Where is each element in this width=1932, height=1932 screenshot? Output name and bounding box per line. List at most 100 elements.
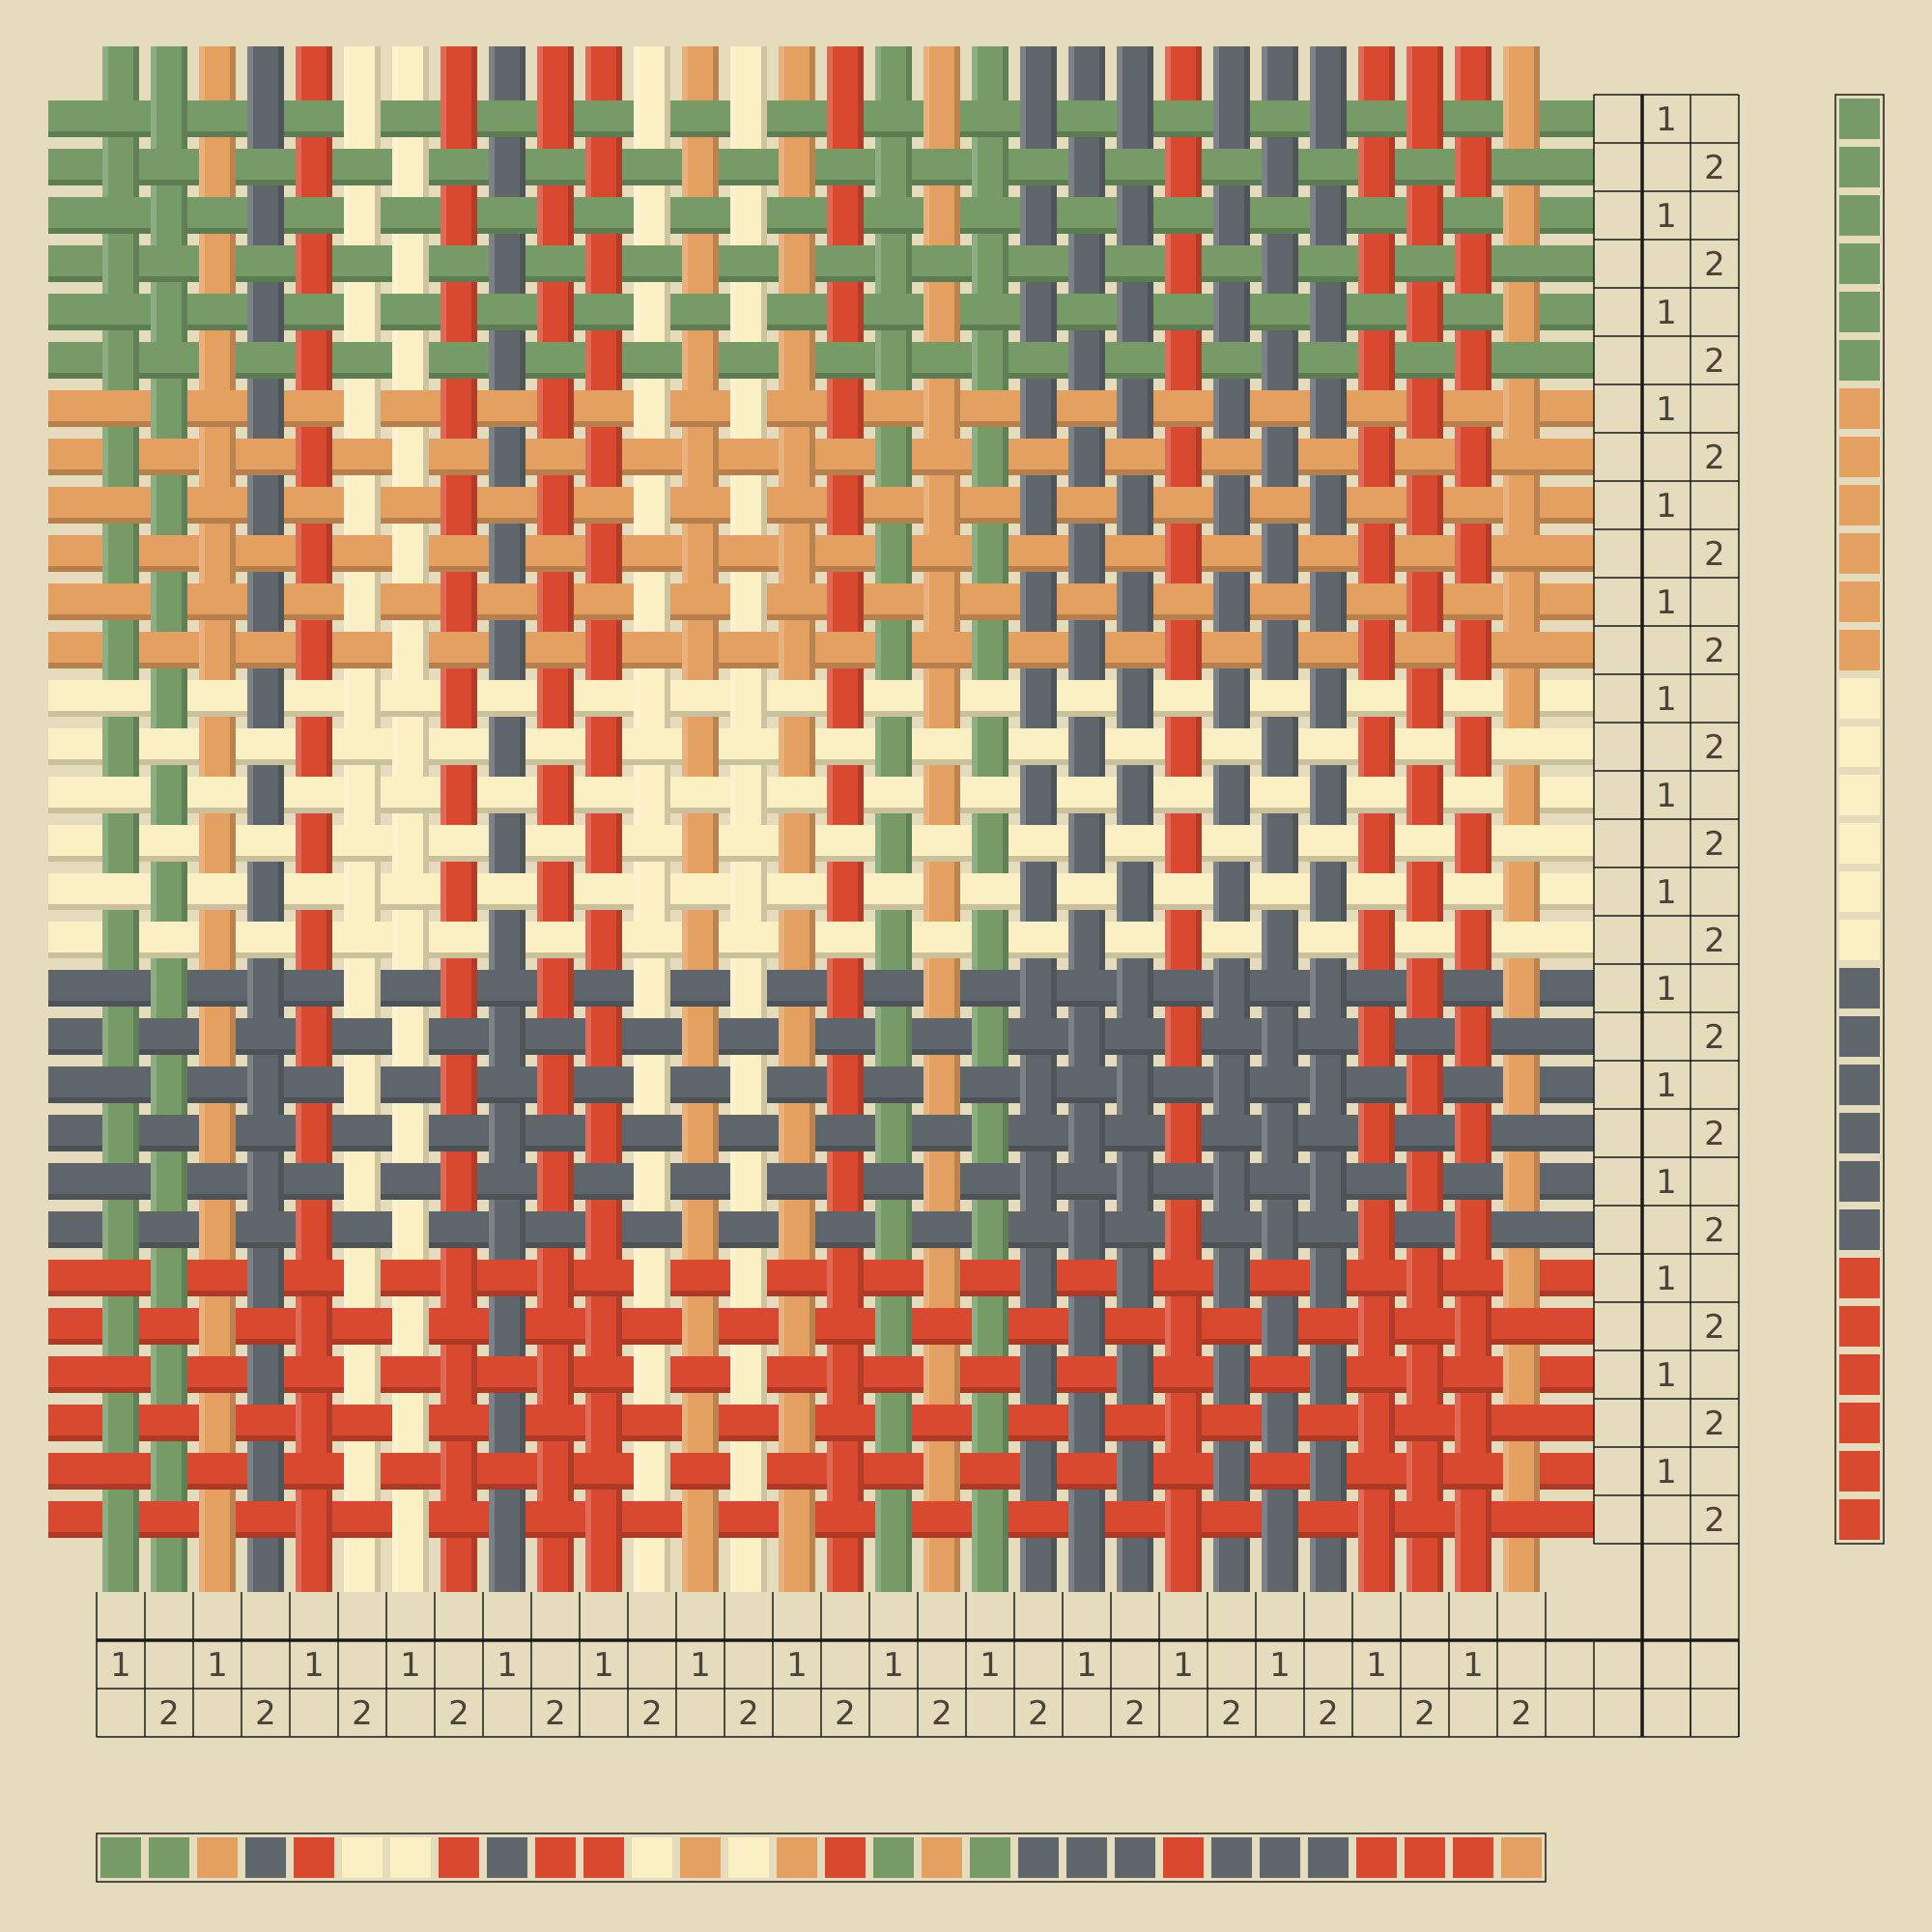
warp-over-highlight [1117, 292, 1122, 332]
warp-thread-shadow [1148, 46, 1153, 1592]
warp-over-highlight [875, 1209, 881, 1250]
warp-over-highlight [392, 1113, 398, 1153]
warp-over-shadow [1051, 388, 1057, 429]
warp-over-crossing [682, 1016, 719, 1057]
warp-over-crossing [1406, 195, 1443, 236]
warp-over-highlight [682, 630, 688, 670]
warp-over-body [440, 1258, 477, 1298]
warp-over-shadow [327, 243, 332, 284]
warp-over-crossing [1117, 99, 1153, 139]
warp-over-highlight [972, 533, 978, 574]
warp-over-crossing [1455, 1499, 1492, 1540]
warp-over-shadow [471, 1258, 477, 1298]
warp-thread-shadow [761, 46, 767, 1592]
warp-over-shadow [1148, 678, 1153, 719]
warp-over-shadow [1196, 147, 1202, 187]
weft-thread-shadow [48, 1387, 1594, 1393]
warp-over-crossing [779, 437, 815, 477]
warp-over-highlight [247, 678, 253, 719]
warp-over-body [1262, 1113, 1298, 1153]
warp-over-shadow [1196, 823, 1202, 864]
warp-thread-highlight [730, 46, 736, 1592]
warp-over-shadow [520, 823, 526, 864]
warp-over-shadow [568, 871, 574, 912]
warp-over-crossing [827, 99, 864, 139]
warp-over-body [1503, 1354, 1540, 1395]
warp-over-highlight [972, 920, 978, 960]
warp-over-shadow [858, 582, 864, 622]
warp-over-body [247, 1258, 284, 1298]
warp-over-crossing [1455, 1113, 1492, 1153]
warp-over-crossing [827, 871, 864, 912]
warp-over-shadow [906, 1499, 912, 1540]
warp-over-body [682, 243, 719, 284]
warp-over-shadow [1437, 582, 1443, 622]
warp-over-highlight [585, 1016, 591, 1057]
warp-over-highlight [923, 485, 929, 526]
treadling-mark: 2 [1704, 1018, 1725, 1057]
warp-over-body [1068, 1403, 1105, 1443]
warp-over-crossing [440, 195, 477, 236]
warp-over-shadow [1389, 726, 1395, 767]
warp-over-shadow [858, 195, 864, 236]
warp-over-highlight [151, 1354, 156, 1395]
warp-over-crossing [344, 968, 381, 1009]
warp-over-highlight [151, 195, 156, 236]
threading-mark: 1 [1076, 1646, 1097, 1685]
warp-over-highlight [537, 582, 543, 622]
warp-over-crossing [923, 292, 960, 332]
warp-over-shadow [713, 243, 719, 284]
warp-over-highlight [1358, 726, 1364, 767]
warp-over-highlight [1406, 1354, 1412, 1395]
warp-over-highlight [296, 533, 301, 574]
warp-over-body [585, 243, 622, 284]
warp-over-body [151, 775, 187, 815]
warp-over-shadow [375, 1161, 381, 1202]
weft-color-swatch [1839, 1209, 1880, 1250]
warp-over-shadow [1486, 726, 1492, 767]
threading-mark: 1 [593, 1646, 614, 1685]
warp-over-body [634, 1258, 670, 1298]
treadling-mark: 1 [1656, 197, 1677, 236]
warp-over-crossing [440, 292, 477, 332]
warp-over-crossing [1117, 582, 1153, 622]
warp-over-shadow [1293, 533, 1298, 574]
warp-thread-highlight [537, 46, 543, 1592]
warp-over-body [296, 1113, 332, 1153]
warp-over-crossing [102, 1016, 139, 1057]
warp-thread-highlight [440, 46, 446, 1592]
warp-over-crossing [1213, 99, 1250, 139]
warp-over-crossing [972, 823, 1009, 864]
warp-over-shadow [810, 147, 815, 187]
warp-over-body [1406, 1354, 1443, 1395]
warp-over-body [730, 968, 767, 1009]
threading-mark: 2 [931, 1694, 952, 1733]
warp-over-highlight [972, 823, 978, 864]
warp-over-shadow [810, 243, 815, 284]
warp-over-body [537, 1354, 574, 1395]
warp-over-body [1020, 678, 1057, 719]
warp-over-highlight [730, 292, 736, 332]
warp-over-shadow [327, 630, 332, 670]
warp-over-body [199, 1113, 236, 1153]
warp-over-shadow [1244, 195, 1250, 236]
warp-over-body [247, 1354, 284, 1395]
warp-over-highlight [827, 775, 833, 815]
warp-over-body [730, 99, 767, 139]
warp-over-highlight [1165, 1403, 1171, 1443]
warp-over-crossing [1213, 195, 1250, 236]
warp-over-shadow [1293, 243, 1298, 284]
warp-over-crossing [537, 871, 574, 912]
warp-over-crossing [1213, 1065, 1250, 1105]
warp-thread-shadow [375, 46, 381, 1592]
warp-over-body [923, 195, 960, 236]
warp-over-shadow [1244, 388, 1250, 429]
warp-over-body [344, 485, 381, 526]
warp-color-swatch [1356, 1837, 1397, 1878]
warp-over-crossing [296, 823, 332, 864]
warp-over-crossing [1455, 437, 1492, 477]
warp-over-highlight [1455, 823, 1461, 864]
warp-over-shadow [1196, 726, 1202, 767]
warp-over-crossing [247, 678, 284, 719]
warp-over-crossing [1165, 1499, 1202, 1540]
